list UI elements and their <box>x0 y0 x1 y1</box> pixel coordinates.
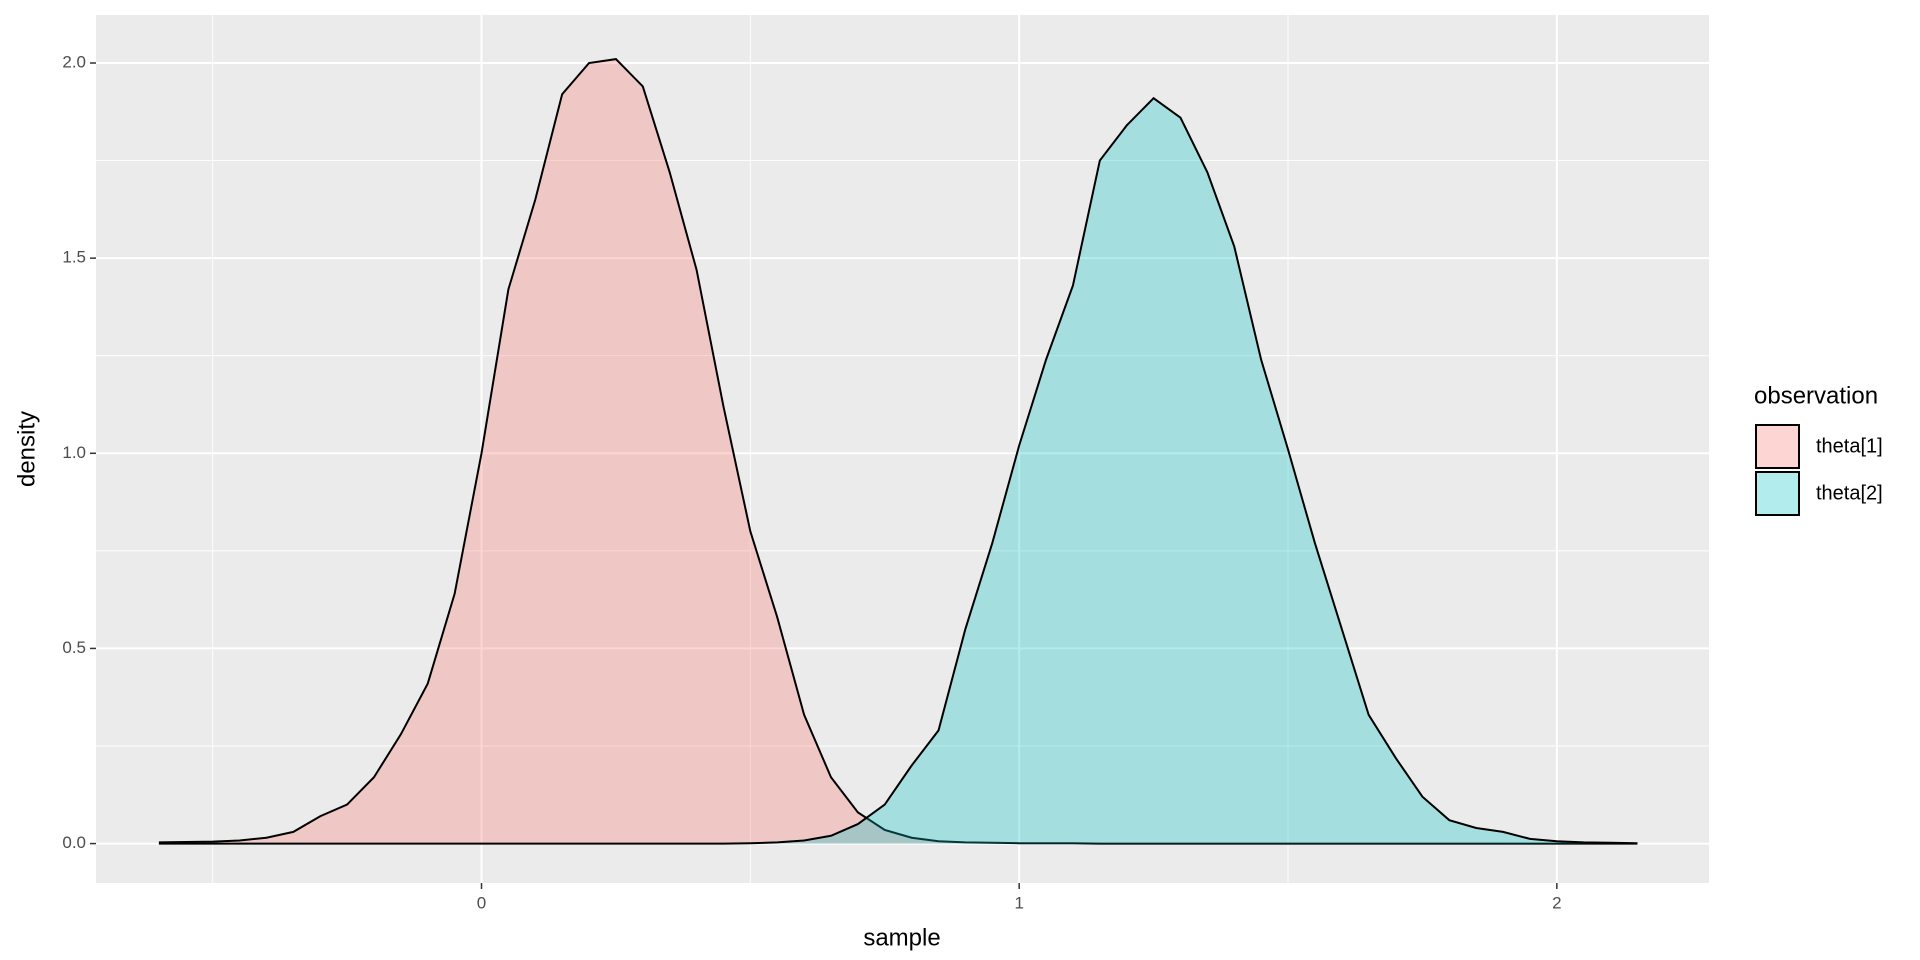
y-axis-label: density <box>13 411 40 487</box>
panel <box>96 15 1709 883</box>
x-tick-label: 0 <box>477 893 486 912</box>
x-tick-label: 1 <box>1014 893 1023 912</box>
y-tick-label: 1.5 <box>62 248 86 267</box>
y-tick-label: 0.5 <box>62 638 86 657</box>
legend-key <box>1755 471 1800 516</box>
density-line <box>158 58 1638 845</box>
legend-key <box>1755 424 1800 469</box>
density-area <box>158 59 1638 844</box>
y-tick-label: 1.0 <box>62 443 86 462</box>
legend-key-bg <box>1756 472 1799 515</box>
density-area <box>158 98 1638 844</box>
legend-title: observation <box>1754 382 1878 409</box>
y-tick-label: 0.0 <box>62 833 86 852</box>
density-line <box>158 96 1638 845</box>
x-tick-label: 2 <box>1552 893 1561 912</box>
legend-key-bg <box>1756 425 1799 468</box>
legend-label: theta[2] <box>1816 482 1883 504</box>
legend-label: theta[1] <box>1816 435 1883 457</box>
y-tick-label: 2.0 <box>62 52 86 71</box>
x-axis-label: sample <box>863 924 940 951</box>
